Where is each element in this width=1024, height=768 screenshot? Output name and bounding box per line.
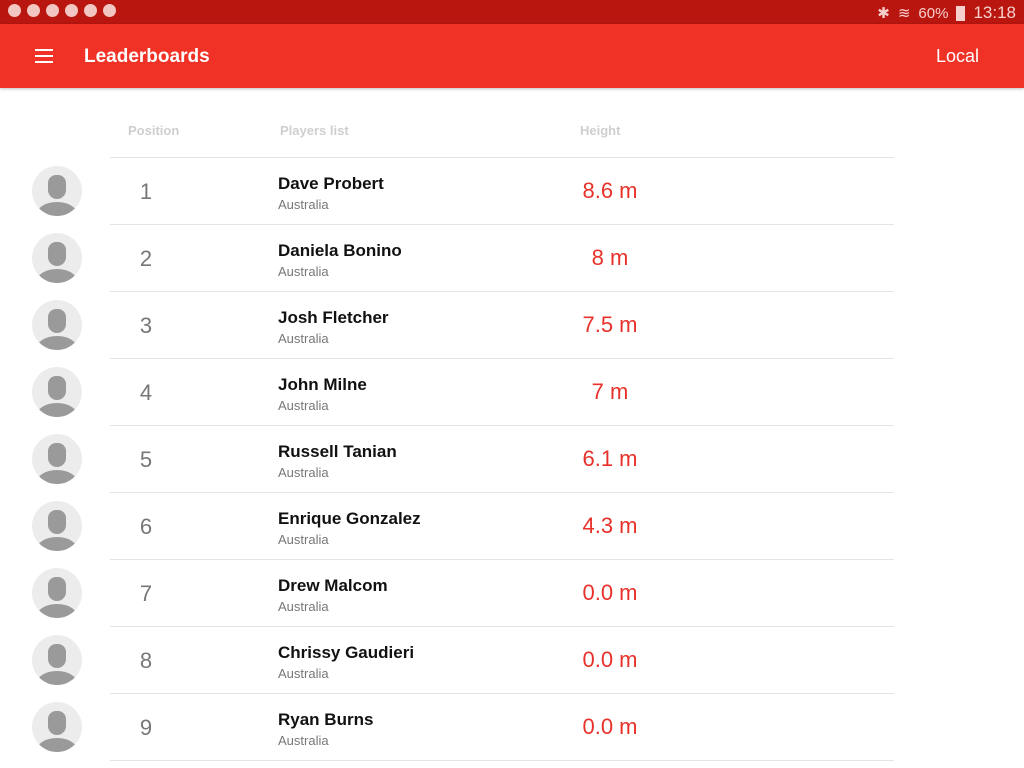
cloud-icon [103, 4, 116, 17]
player-name: Dave Probert [278, 174, 384, 193]
player-name: Russell Tanian [278, 442, 397, 461]
position: 2 [139, 246, 153, 271]
avatar [32, 702, 82, 752]
menu-icon[interactable] [35, 49, 53, 63]
player-height: 0.0 m [582, 714, 638, 739]
player-name: Josh Fletcher [278, 308, 389, 327]
divider [110, 425, 894, 426]
column-header-players: Players list [280, 123, 349, 138]
player-height: 7 m [591, 379, 629, 404]
position: 8 [139, 648, 153, 673]
notification-icon [8, 4, 21, 17]
player-country: Australia [278, 197, 329, 212]
table-row[interactable]: 9 Ryan Burns Australia 0.0 m [0, 694, 1024, 761]
column-header-height: Height [580, 123, 621, 138]
player-height: 4.3 m [582, 513, 638, 538]
table-row[interactable]: 7 Drew Malcom Australia 0.0 m [0, 560, 1024, 627]
wifi-icon: ≋ [897, 5, 911, 22]
player-country: Australia [278, 599, 329, 614]
player-country: Australia [278, 398, 329, 413]
position: 9 [139, 715, 153, 740]
divider [110, 693, 894, 694]
position: 7 [139, 581, 153, 606]
player-name: Enrique Gonzalez [278, 509, 421, 528]
player-height: 6.1 m [582, 446, 638, 471]
avatar [32, 434, 82, 484]
notification-icon [46, 4, 59, 17]
player-name: Drew Malcom [278, 576, 388, 595]
player-height: 7.5 m [582, 312, 638, 337]
position: 6 [139, 514, 153, 539]
player-height: 8 m [591, 245, 629, 270]
table-row[interactable]: 8 Chrissy Gaudieri Australia 0.0 m [0, 627, 1024, 694]
column-header-position: Position [128, 123, 180, 138]
drive-icon [27, 4, 40, 17]
divider [110, 760, 894, 761]
position: 5 [139, 447, 153, 472]
player-name: Daniela Bonino [278, 241, 402, 260]
divider [110, 157, 894, 158]
app-bar: Leaderboards Local [0, 24, 1024, 88]
table-row[interactable]: 2 Daniela Bonino Australia 8 m [0, 225, 1024, 292]
player-country: Australia [278, 666, 329, 681]
avatar [32, 501, 82, 551]
player-country: Australia [278, 733, 329, 748]
table-row[interactable]: 5 Russell Tanian Australia 6.1 m [0, 426, 1024, 493]
table-row[interactable]: 6 Enrique Gonzalez Australia 4.3 m [0, 493, 1024, 560]
page-title: Leaderboards [84, 46, 210, 67]
player-name: Chrissy Gaudieri [278, 643, 415, 662]
position: 4 [139, 380, 153, 405]
battery-level: 60% [918, 4, 949, 22]
status-bar: ✱ ≋ 60% 13:18 [0, 0, 1024, 24]
avatar [32, 568, 82, 618]
avatar [32, 300, 82, 350]
divider [110, 224, 894, 225]
table-row[interactable]: 1 Dave Probert Australia 8.6 m [0, 158, 1024, 225]
avatar [32, 367, 82, 417]
divider [110, 626, 894, 627]
avatar [32, 233, 82, 283]
player-name: Ryan Burns [278, 710, 374, 729]
position: 1 [139, 179, 153, 204]
local-button[interactable]: Local [935, 46, 979, 66]
table-row[interactable]: 3 Josh Fletcher Australia 7.5 m [0, 292, 1024, 359]
avatar [32, 635, 82, 685]
battery-icon [956, 5, 966, 21]
player-height: 8.6 m [582, 178, 638, 203]
drive-icon [65, 4, 78, 17]
drive-icon [84, 4, 97, 17]
avatar [32, 166, 82, 216]
notification-icons [8, 4, 116, 17]
divider [110, 559, 894, 560]
player-height: 0.0 m [582, 647, 638, 672]
bluetooth-icon: ✱ [877, 5, 890, 22]
divider [110, 358, 894, 359]
player-height: 0.0 m [582, 580, 638, 605]
player-country: Australia [278, 465, 329, 480]
divider [110, 492, 894, 493]
player-country: Australia [278, 532, 329, 547]
divider [110, 291, 894, 292]
position: 3 [139, 313, 153, 338]
player-name: John Milne [278, 375, 367, 394]
player-country: Australia [278, 331, 329, 346]
table-row[interactable]: 4 John Milne Australia 7 m [0, 359, 1024, 426]
player-country: Australia [278, 264, 329, 279]
clock: 13:18 [973, 3, 1016, 22]
